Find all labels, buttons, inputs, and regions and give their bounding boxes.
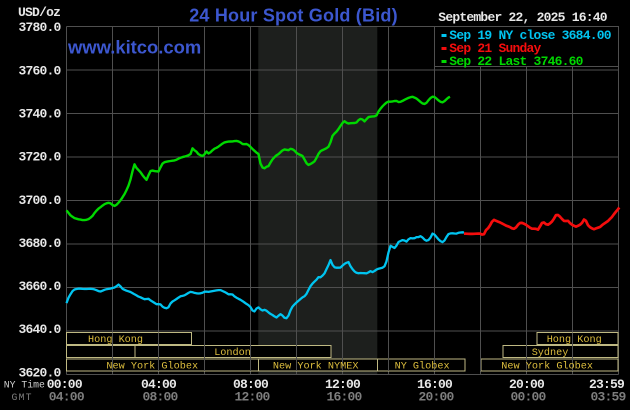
svg-text:12:00: 12:00 — [234, 389, 270, 404]
svg-text:20:00: 20:00 — [509, 377, 545, 392]
svg-text:Sep 19 NY close 3684.00: Sep 19 NY close 3684.00 — [449, 28, 611, 43]
svg-text:3760.0: 3760.0 — [18, 63, 61, 78]
svg-text:Hong Kong: Hong Kong — [547, 335, 602, 346]
svg-text:Sydney: Sydney — [532, 347, 569, 359]
svg-text:Hong Kong: Hong Kong — [88, 335, 143, 346]
svg-text:Sep 21 Sunday: Sep 21 Sunday — [449, 41, 541, 56]
svg-text:3720.0: 3720.0 — [18, 150, 61, 165]
svg-text:New York Globex: New York Globex — [106, 361, 198, 373]
svg-text:00:00: 00:00 — [47, 377, 83, 392]
svg-text:00:00: 00:00 — [510, 389, 546, 404]
svg-text:3740.0: 3740.0 — [18, 107, 61, 122]
svg-text:3620.0: 3620.0 — [18, 365, 61, 380]
svg-text:16:00: 16:00 — [417, 377, 453, 392]
svg-text:London: London — [214, 347, 251, 359]
svg-text:16:00: 16:00 — [326, 389, 362, 404]
svg-text:04:00: 04:00 — [141, 377, 177, 392]
svg-text:New York Globex: New York Globex — [501, 361, 593, 373]
svg-text:12:00: 12:00 — [325, 377, 361, 392]
svg-text:3660.0: 3660.0 — [18, 279, 61, 294]
svg-text:24 Hour Spot Gold (Bid): 24 Hour Spot Gold (Bid) — [189, 6, 398, 26]
svg-text:3780.0: 3780.0 — [18, 20, 61, 35]
svg-text:New York NYMEX: New York NYMEX — [273, 361, 359, 373]
svg-text:23:59: 23:59 — [589, 377, 625, 392]
svg-text:03:59: 03:59 — [590, 389, 626, 404]
svg-text:3700.0: 3700.0 — [18, 193, 61, 208]
svg-text:3640.0: 3640.0 — [18, 322, 61, 337]
svg-text:Sep 22 Last 3746.60: Sep 22 Last 3746.60 — [449, 54, 583, 69]
svg-text:NY Time: NY Time — [4, 379, 45, 390]
svg-text:GMT: GMT — [12, 392, 33, 403]
svg-text:08:00: 08:00 — [233, 377, 269, 392]
svg-text:20:00: 20:00 — [418, 389, 454, 404]
svg-text:08:00: 08:00 — [142, 389, 178, 404]
svg-text:3680.0: 3680.0 — [18, 236, 61, 251]
svg-text:www.kitco.com: www.kitco.com — [67, 37, 201, 58]
svg-text:NY Globex: NY Globex — [395, 361, 450, 373]
svg-text:USD/oz: USD/oz — [18, 5, 60, 20]
svg-text:04:00: 04:00 — [49, 389, 85, 404]
svg-text:September 22, 2025 16:40: September 22, 2025 16:40 — [438, 10, 607, 25]
